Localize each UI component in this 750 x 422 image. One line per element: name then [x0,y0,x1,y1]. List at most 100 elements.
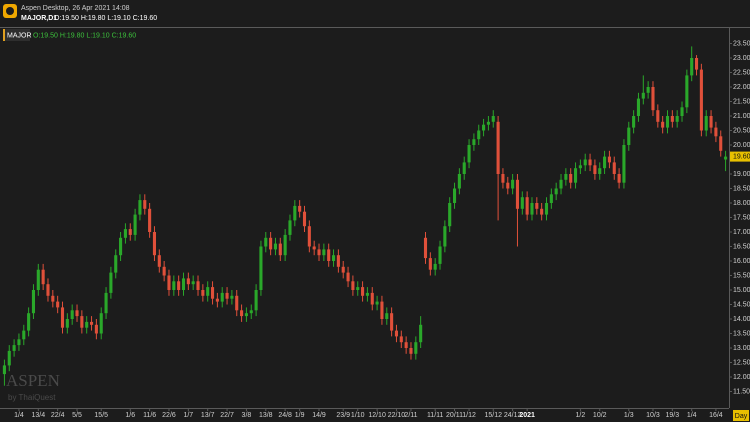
candle-body [167,275,171,290]
candle-body [569,174,573,183]
candle-body [336,255,340,267]
candle-body [264,237,268,247]
y-tick-label: 18.50 [733,185,750,192]
candle-body [520,197,524,209]
candle-body [719,136,723,151]
candle-body [322,249,326,256]
candle-body [56,301,60,308]
candle-body [240,310,244,317]
candle-body [123,229,127,238]
candle-body [665,116,670,128]
candle-body [206,287,210,296]
candle-body [535,203,539,209]
candle-body [196,281,200,290]
candle-body [486,121,490,125]
y-tick-label: 23.50 [733,40,750,47]
x-tick-label: 11/11 [427,412,444,419]
x-tick-label: 1/7 [183,412,193,419]
candle-body [51,295,55,302]
last-price-label: 19.60 [733,153,750,160]
candle-body [201,290,205,296]
y-tick-label: 20.50 [733,127,750,134]
x-tick-label: 10/3 [646,412,660,419]
candle-body [603,156,607,169]
candle-body [385,313,389,319]
candle-body [104,292,108,314]
candle-body [380,301,384,319]
candle-body [491,116,495,122]
candle-body [46,284,50,296]
watermark-byline: by ThaiQuest [8,393,56,402]
candle-body [724,156,728,160]
x-tick-label: 13/7 [201,412,215,419]
x-tick-label: 2/11 [404,412,417,419]
y-tick-label: 21.00 [733,113,750,120]
candle-body [598,168,602,174]
candle-body [191,281,195,285]
candle-body [230,295,234,299]
candle-body [694,58,699,70]
timeframe-label[interactable]: Day [735,413,748,420]
candle-body [627,127,631,145]
candle-body [181,278,186,290]
x-tick-label: 10/2 [593,412,607,419]
y-tick-label: 20.00 [733,142,750,149]
candle-body [525,197,529,215]
y-tick-label: 14.00 [733,316,750,323]
candle-body [506,182,510,189]
legend-symbol: MAJOR [7,32,32,39]
candle-body [162,266,166,276]
candle-body [12,345,16,351]
candle-body [172,281,176,290]
candle-body [636,98,641,116]
candle-body [278,243,282,256]
candle-body [2,365,6,375]
x-tick-label: 3/8 [242,412,252,419]
candle-body [482,124,486,131]
candle-body [515,179,520,209]
candle-body [269,237,273,250]
x-tick-label: 22/10 [388,412,406,419]
candle-body [128,229,132,235]
watermark-brand: ASPEN [6,371,60,390]
candle-body [370,292,374,305]
candle-body [578,165,582,169]
candle-body [351,281,355,290]
candle-body [670,116,674,122]
candle-body [564,174,568,180]
legend-box [3,29,30,41]
timeframe-button[interactable] [733,410,749,421]
candle-body [85,321,89,328]
candle-body [448,203,452,227]
candle-body [157,255,161,267]
candle-body [235,295,239,311]
x-tick-label: 13/8 [259,412,273,419]
candle-body [293,205,297,221]
y-tick-label: 16.50 [733,243,750,250]
candle-body [133,214,137,235]
candle-body [249,310,253,314]
candle-body [390,313,394,331]
candle-body [7,350,11,366]
x-tick-label: 1/9 [295,412,305,419]
candle-body [714,127,718,137]
candle-body [346,272,350,282]
x-tick-label: 24/12 [504,412,522,419]
candle-body [27,313,31,331]
y-tick-label: 22.50 [733,69,750,76]
x-tick-label: 1/12 [462,412,476,419]
candle-body [331,255,336,261]
candle-body [317,249,321,256]
candle-body [283,234,287,256]
candle-body [70,310,74,319]
candle-body [361,287,365,296]
x-tick-label: 1/4 [14,412,24,419]
candle-body [244,313,248,317]
candle-body [31,290,36,314]
x-tick-label: 22/7 [220,412,234,419]
x-tick-label: 1/3 [624,412,634,419]
candle-body [60,307,65,328]
candle-body [394,330,399,337]
candle-body [477,130,481,140]
candle-body [75,310,79,317]
